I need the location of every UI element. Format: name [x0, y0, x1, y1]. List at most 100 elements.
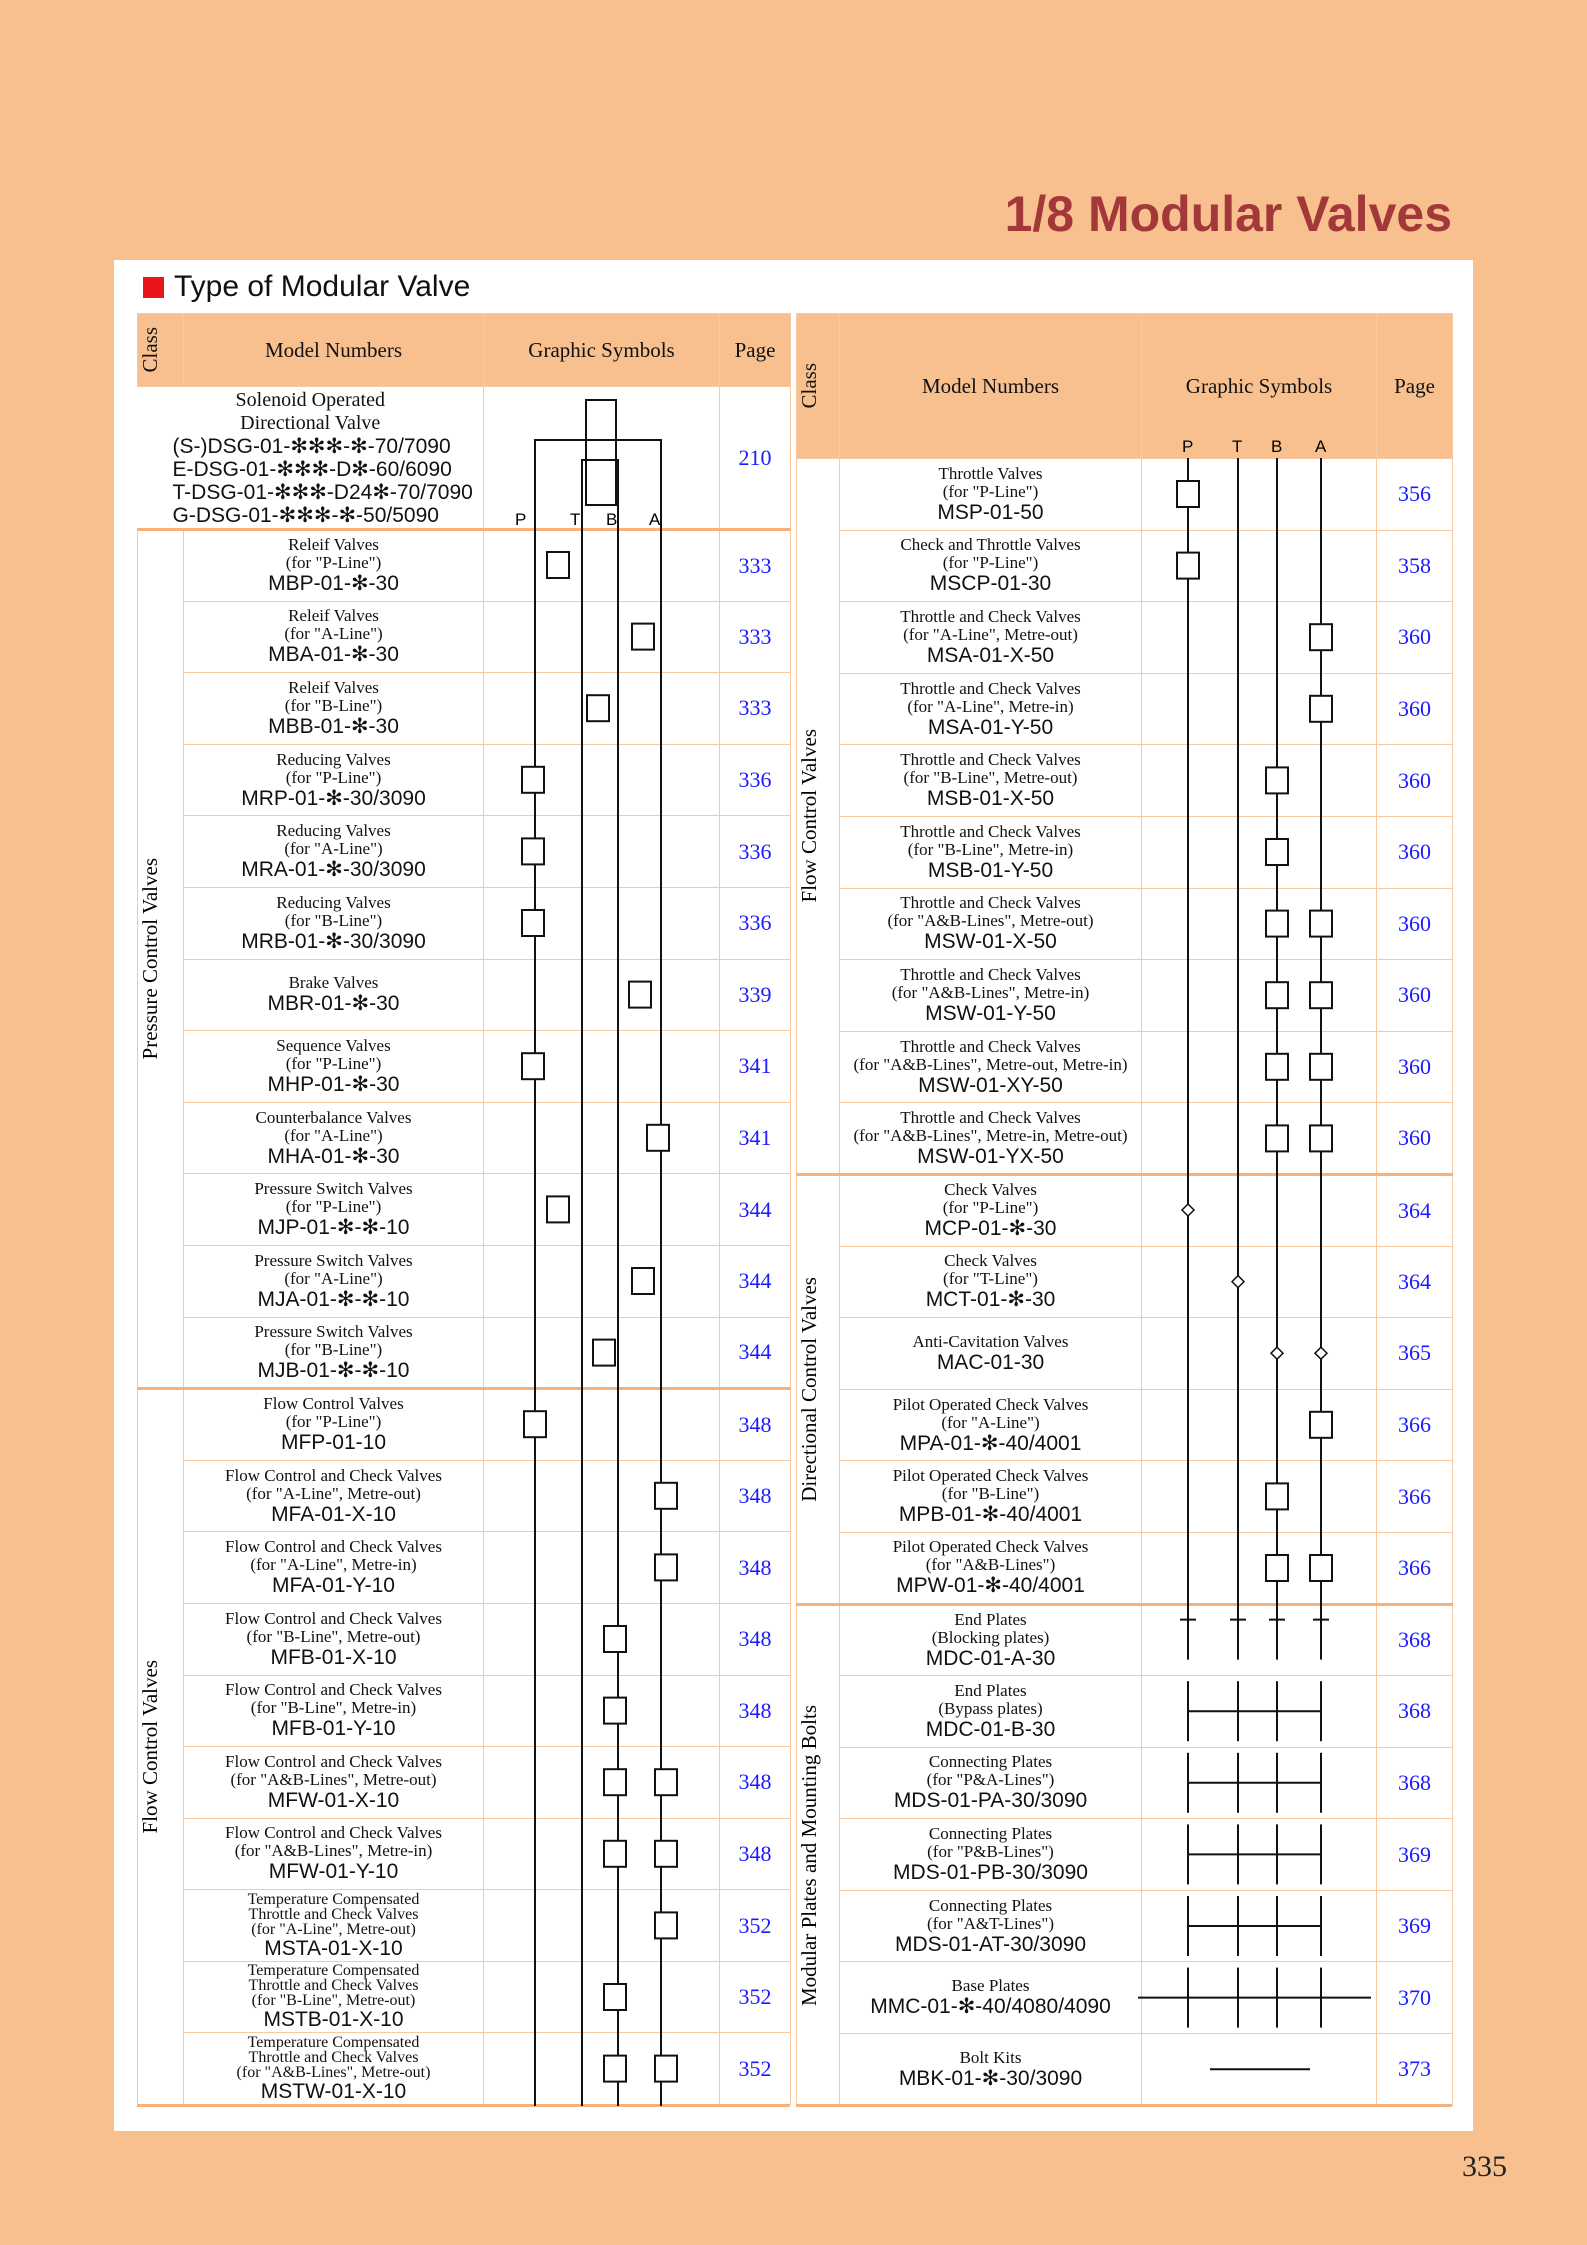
- model-description: (for "B-Line"): [284, 1339, 383, 1359]
- page-link[interactable]: 352: [719, 1889, 791, 1962]
- model-cell: Flow Control and Check Valves (for "B-Lin…: [183, 1602, 484, 1676]
- page-link[interactable]: 333: [719, 672, 791, 745]
- symbol-cell: [483, 1101, 720, 1175]
- page-link[interactable]: 348: [719, 1602, 791, 1676]
- page-link[interactable]: 364: [1376, 1245, 1453, 1319]
- model-description: (for "A&T-Lines"): [926, 1913, 1055, 1933]
- page-link[interactable]: 344: [719, 1316, 791, 1390]
- page-link[interactable]: 333: [719, 600, 791, 674]
- model-description: Connecting Plates: [928, 1895, 1053, 1915]
- page-link[interactable]: 336: [719, 886, 791, 960]
- model-description: (Blocking plates): [931, 1627, 1050, 1647]
- class-cell: Modular Plates and Mounting Bolts: [796, 1602, 840, 2106]
- page-link[interactable]: 341: [719, 1030, 791, 1103]
- model-number: MSB-01-Y-50: [927, 858, 1054, 882]
- model-description: Pilot Operated Check Valves: [892, 1466, 1089, 1486]
- page-link[interactable]: 336: [719, 815, 791, 888]
- page-link[interactable]: 366: [1376, 1460, 1453, 1533]
- page-link[interactable]: 369: [1376, 1889, 1453, 1963]
- page-link[interactable]: 370: [1376, 1961, 1453, 2035]
- page-link[interactable]: 348: [719, 1531, 791, 1604]
- page-link[interactable]: 352: [719, 1960, 791, 2034]
- table-row: Pilot Operated Check Valves (for "A-Line"…: [797, 1388, 1453, 1462]
- page-link[interactable]: 365: [1376, 1317, 1453, 1390]
- symbol-cell: [483, 1459, 720, 1533]
- page-link[interactable]: 360: [1376, 887, 1453, 961]
- page-link[interactable]: 360: [1376, 672, 1453, 746]
- table-row: Temperature Compensated Throttle and Chec…: [138, 2032, 791, 2106]
- left-valve-table: Class Model Numbers Graphic Symbols Page…: [137, 313, 791, 2106]
- page-link[interactable]: 348: [719, 1387, 791, 1461]
- model-cell: Flow Control and Check Valves (for "A-Lin…: [183, 1459, 484, 1533]
- model-cell: Throttle and Check Valves (for "A-Line", …: [839, 601, 1142, 674]
- model-description: (for "P-Line"): [942, 553, 1039, 573]
- model-number: MSW-01-X-50: [924, 930, 1057, 954]
- model-description: (for "A&B-Lines", Metre-in, Metre-out): [853, 1125, 1128, 1145]
- page-number: 335: [1462, 2150, 1507, 2183]
- table-row: Flow Control and Check Valves (for "B-Lin…: [138, 1602, 791, 1676]
- class-header-text: Class: [138, 327, 162, 373]
- model-description: (for "A-Line", Metre-out): [251, 1920, 416, 1938]
- model-description: Flow Control and Check Valves: [225, 1680, 442, 1700]
- table-row: Anti-Cavitation Valves MAC-01-30 365: [797, 1317, 1453, 1390]
- model-number: T-DSG-01-✻✻✻-D24✻-70/7090: [172, 480, 473, 504]
- page-link[interactable]: 369: [1376, 1818, 1453, 1891]
- symbol-cell: [483, 1173, 720, 1246]
- model-number: MSTB-01-X-10: [263, 2008, 404, 2032]
- page-link[interactable]: 348: [719, 1817, 791, 1891]
- page-link[interactable]: 333: [719, 528, 791, 602]
- page-link[interactable]: 373: [1376, 2033, 1453, 2106]
- page-link[interactable]: 344: [719, 1244, 791, 1318]
- symbol-cell: [483, 1746, 720, 1819]
- page-link[interactable]: 356: [1376, 458, 1453, 531]
- page-link[interactable]: 364: [1376, 1172, 1453, 1247]
- table-row: Connecting Plates (for "P&B-Lines") MDS-01…: [797, 1818, 1453, 1891]
- model-description: (for "P-Line"): [942, 1198, 1039, 1218]
- class-label: Pressure Control Valves: [138, 858, 162, 1060]
- page-link[interactable]: 368: [1376, 1675, 1453, 1748]
- page-link[interactable]: 339: [719, 958, 791, 1032]
- symbol-cell: [1141, 959, 1377, 1032]
- symbol-cell: [483, 672, 720, 745]
- model-description: Pilot Operated Check Valves: [892, 1537, 1089, 1557]
- model-cell: Base Plates MMC-01-✻-40/4080/4090: [839, 1961, 1142, 2035]
- model-cell: Anti-Cavitation Valves MAC-01-30: [839, 1317, 1142, 1390]
- page-link[interactable]: 368: [1376, 1746, 1453, 1820]
- model-description: Temperature Compensated: [247, 2033, 420, 2051]
- page-link[interactable]: 366: [1376, 1531, 1453, 1605]
- symbol-cell: [483, 1030, 720, 1103]
- page-link[interactable]: 360: [1376, 744, 1453, 817]
- table-row: End Plates (Bypass plates) MDC-01-B-30 368: [797, 1675, 1453, 1748]
- model-description: (for "P-Line"): [942, 481, 1039, 501]
- page-link[interactable]: 360: [1376, 1102, 1453, 1175]
- model-description: Throttle and Check Valves: [900, 678, 1081, 698]
- page-link[interactable]: 352: [719, 2032, 791, 2106]
- page-link[interactable]: 358: [1376, 529, 1453, 603]
- symbol-cell: [1141, 1102, 1377, 1175]
- page-link[interactable]: 360: [1376, 1030, 1453, 1104]
- table-row: Pressure Switch Valves (for "P-Line") MJP-…: [138, 1173, 791, 1246]
- page-link[interactable]: 344: [719, 1173, 791, 1246]
- table-row: Throttle and Check Valves (for "B-Line", …: [797, 815, 1453, 889]
- page-link[interactable]: 348: [719, 1746, 791, 1819]
- page-link[interactable]: 360: [1376, 815, 1453, 889]
- model-description: (for "A-Line"): [284, 1268, 383, 1288]
- page-link[interactable]: 348: [719, 1674, 791, 1748]
- class-cell: Pressure Control Valves: [137, 527, 184, 1390]
- table-row: Directional Control Valves Check Valves (f…: [796, 1172, 1453, 1605]
- model-number: MPA-01-✻-40/4001: [899, 1431, 1082, 1455]
- page-link[interactable]: 348: [719, 1459, 791, 1533]
- page-link[interactable]: 336: [719, 743, 791, 817]
- page-link[interactable]: 210: [719, 386, 791, 530]
- page-link[interactable]: 368: [1376, 1602, 1453, 1677]
- table-row: Flow Control Valves Flow Control Valves (f…: [137, 1387, 791, 2106]
- model-cell: Flow Control and Check Valves (for "A-Lin…: [183, 1531, 484, 1604]
- page-link[interactable]: 360: [1376, 601, 1453, 674]
- page-header: Page: [719, 313, 791, 387]
- model-number: MBA-01-✻-30: [268, 643, 399, 667]
- page-link[interactable]: 366: [1376, 1388, 1453, 1462]
- page-link[interactable]: 341: [719, 1101, 791, 1175]
- model-description: (for "T-Line"): [943, 1269, 1038, 1289]
- page-link[interactable]: 360: [1376, 959, 1453, 1032]
- model-cell: Counterbalance Valves (for "A-Line") MHA-0…: [183, 1101, 484, 1175]
